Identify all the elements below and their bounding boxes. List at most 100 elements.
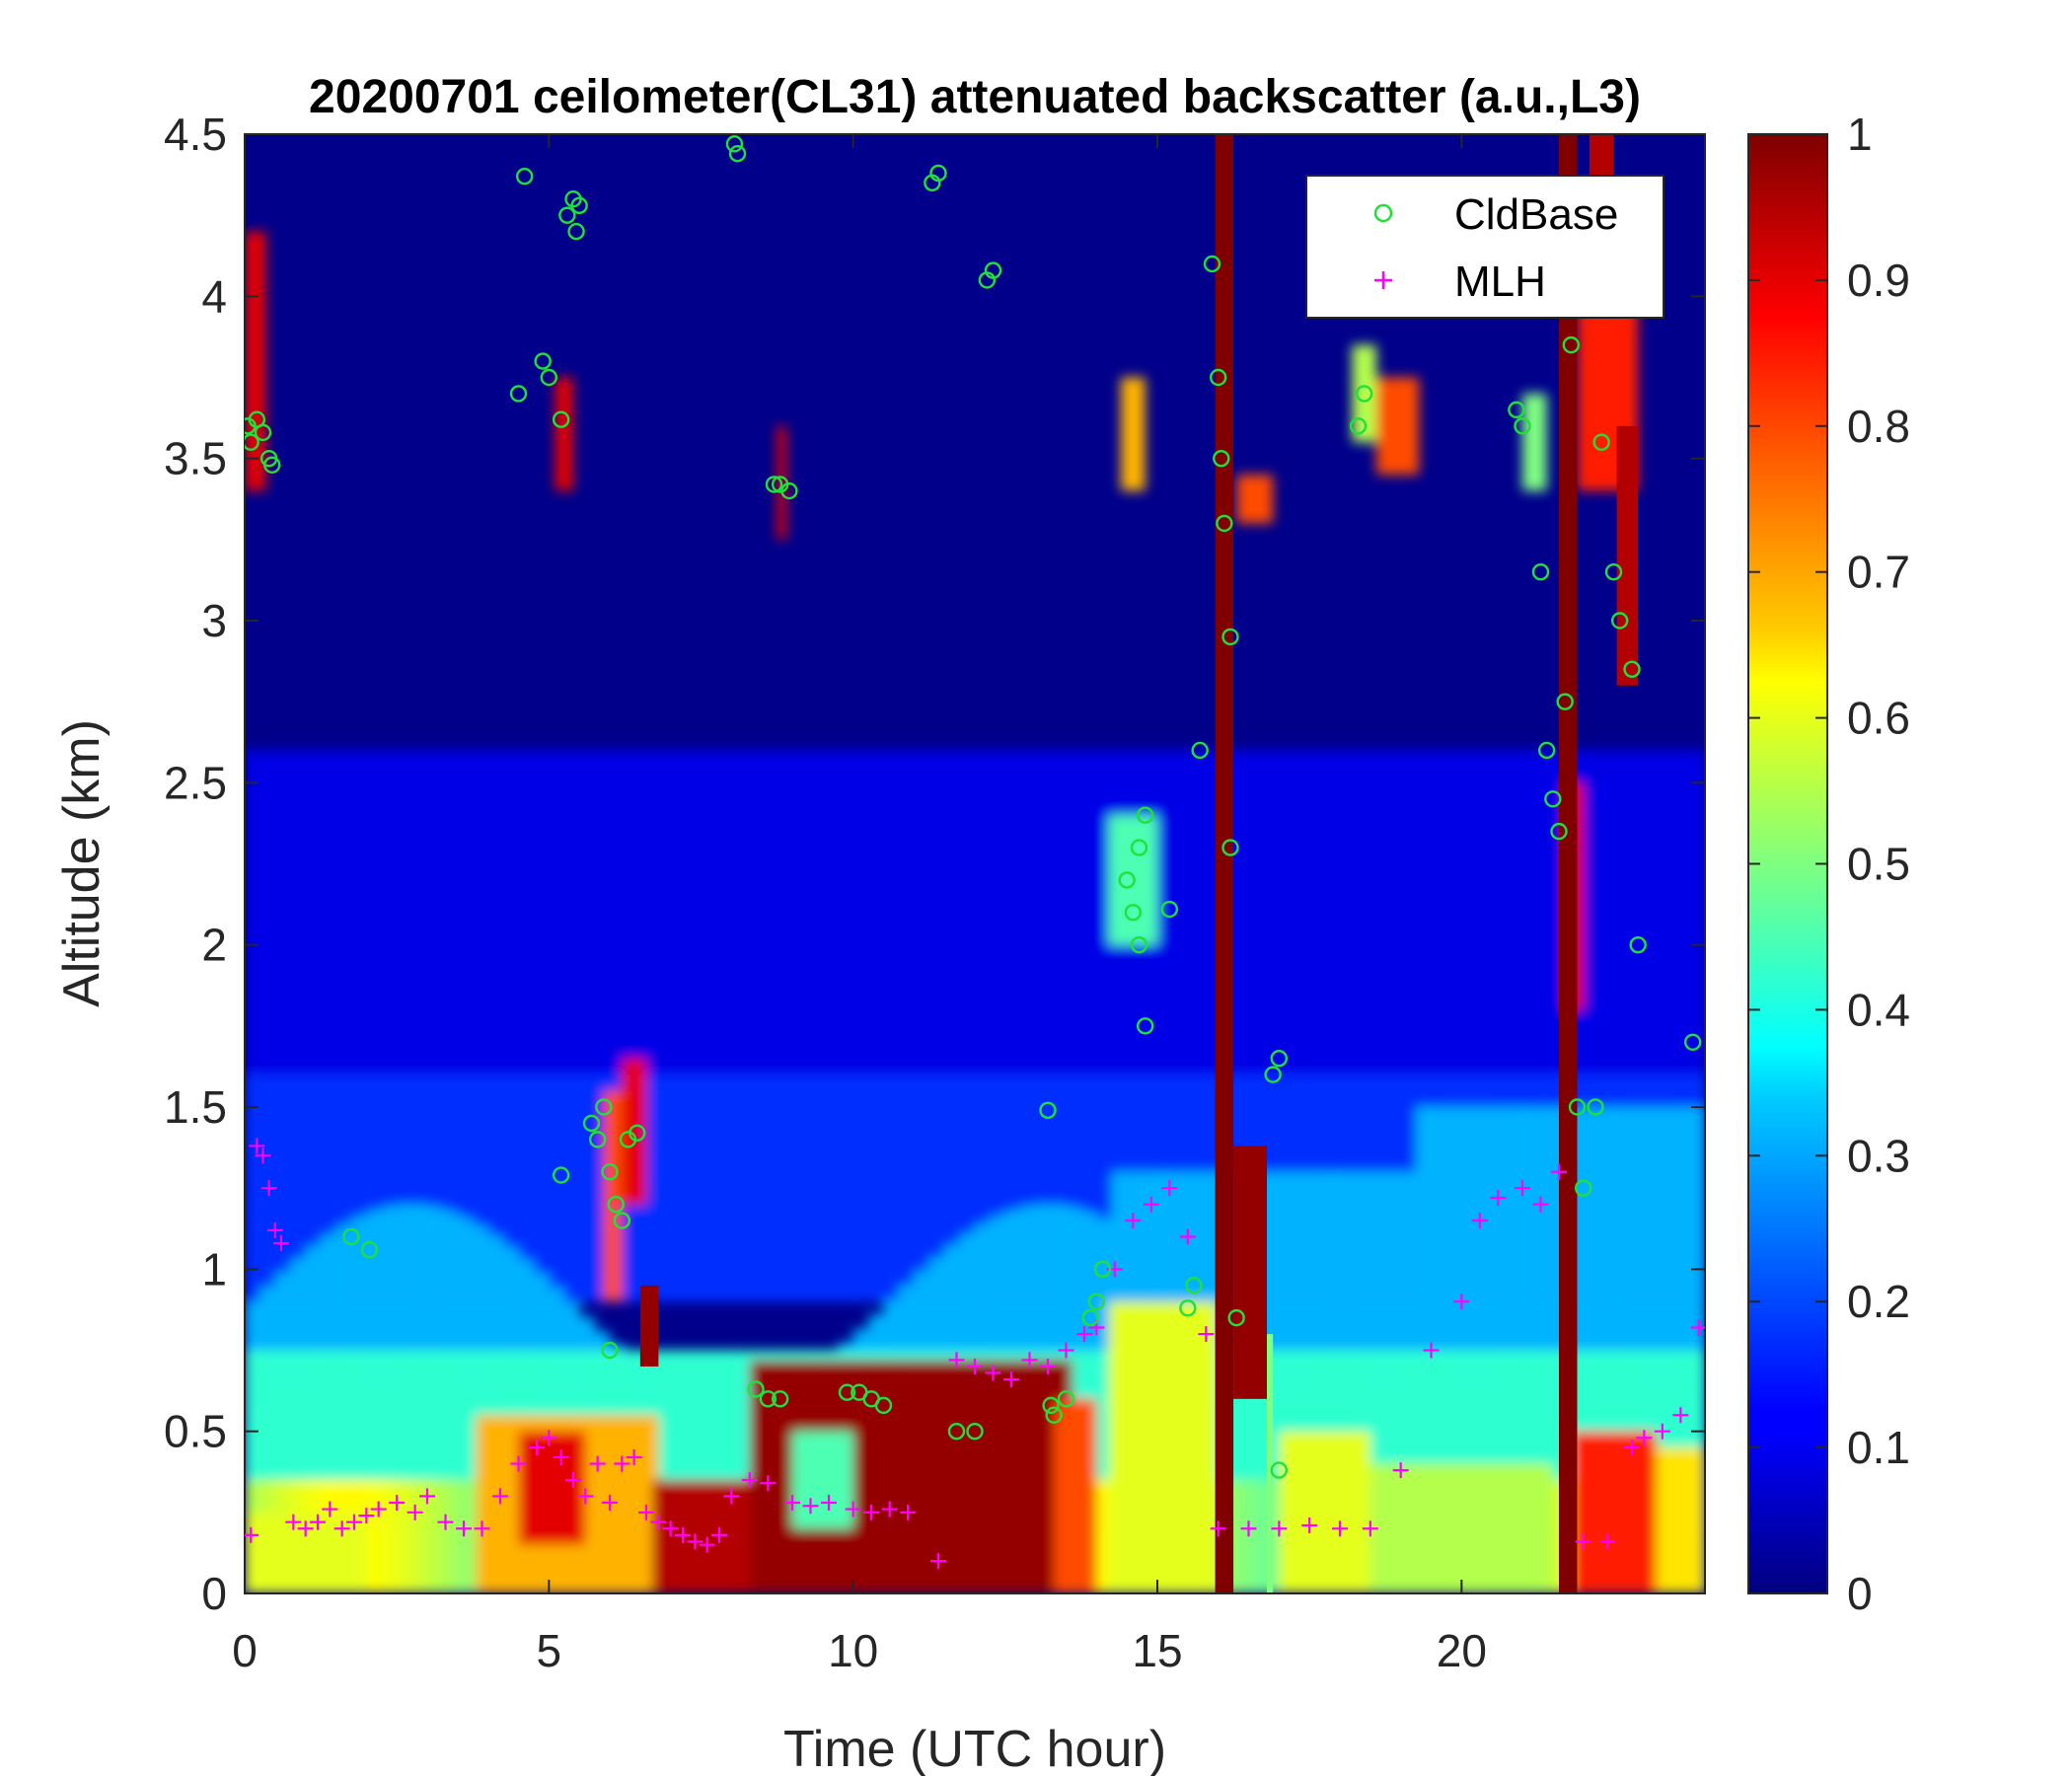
cldbase-point: [765, 476, 783, 493]
mlh-point: [389, 1494, 406, 1511]
heatmap-cell: [518, 1431, 586, 1545]
colorbar-tick-label: 0.7: [1847, 547, 1910, 598]
heatmap-cell: [670, 1074, 687, 1302]
colorbar-tick-label: 0: [1847, 1568, 1873, 1619]
heatmap-cell: [1644, 1107, 1661, 1399]
cldbase-point: [747, 1380, 765, 1398]
cldbase-series: [245, 135, 1702, 1479]
cldbase-point: [1124, 904, 1143, 922]
heatmap-cell: [868, 1074, 885, 1302]
mlh-point: [1271, 1520, 1288, 1537]
heatmap-cell: [1537, 1107, 1554, 1399]
mlh-point: [1654, 1423, 1670, 1440]
cldbase-point: [552, 410, 570, 428]
mlh-point: [260, 1180, 277, 1197]
mlh-point: [1490, 1190, 1507, 1207]
colorbar-tick-label: 0.4: [1847, 984, 1910, 1035]
cldbase-point: [1531, 563, 1550, 581]
mlh-point: [1301, 1517, 1318, 1533]
cldbase-point: [1349, 417, 1368, 435]
cldbase-point: [1160, 900, 1179, 919]
cldbase-point: [1604, 563, 1623, 581]
heatmap-cell: [1461, 1107, 1478, 1399]
cldbase-point: [1130, 935, 1148, 954]
y-tick-label: 1.5: [164, 1081, 227, 1133]
mlh-point: [273, 1235, 289, 1252]
cldbase-point: [567, 222, 585, 241]
cldbase-point: [1508, 401, 1525, 419]
mlh-point: [741, 1471, 758, 1488]
heatmap-cell: [1507, 1107, 1523, 1399]
heatmap-cell: [245, 1074, 261, 1302]
cldbase-point: [342, 1227, 360, 1246]
heatmap-cell: [381, 1479, 398, 1593]
y-tick-label: 0.5: [164, 1406, 227, 1457]
cldbase-point: [629, 1124, 646, 1142]
heatmap-cell: [655, 1074, 672, 1302]
mlh-point: [602, 1494, 618, 1511]
mlh-point: [650, 1514, 667, 1530]
heatmap-cell: [1583, 1107, 1599, 1399]
heatmap-cell: [1628, 1107, 1645, 1399]
mlh-point: [474, 1520, 490, 1537]
heatmap-column: [1215, 134, 1234, 1593]
cldbase-point: [534, 352, 552, 370]
colorbar-tick-label: 0.3: [1847, 1130, 1910, 1181]
cldbase-point: [1221, 839, 1239, 856]
heatmap-cell: [274, 1074, 291, 1302]
mlh-point: [662, 1520, 679, 1537]
cldbase-point: [558, 206, 576, 224]
cldbase-point: [984, 261, 1002, 279]
heatmap-cell: [1121, 377, 1146, 491]
mlh-point: [541, 1430, 557, 1446]
mlh-point: [1058, 1342, 1074, 1359]
mlh-point: [985, 1365, 1001, 1381]
mlh-point: [255, 1147, 271, 1164]
heatmap-cell: [1492, 1107, 1509, 1399]
heatmap-cell: [457, 1479, 474, 1593]
heatmap-cell: [1279, 1431, 1370, 1593]
mlh-point: [699, 1536, 715, 1553]
mlh-point: [1240, 1520, 1257, 1537]
y-axis: 0 0.5 1 1.5 2 2.5 3 3.5 4 4.5: [164, 109, 1705, 1619]
mlh-point: [711, 1526, 727, 1543]
mlh-point: [553, 1448, 569, 1465]
cldbase-point: [728, 145, 747, 163]
heatmap-cell: [603, 1090, 623, 1302]
mlh-point: [1003, 1371, 1019, 1388]
heatmap-column: [639, 1285, 659, 1367]
colorbar-ticks: 0 0.1 0.2 0.3 0.4 0.5 0.6 0.7 0.8 0.9 1: [1748, 109, 1910, 1619]
cldbase-point: [509, 385, 528, 403]
heatmap-cell: [914, 1074, 930, 1302]
heatmap-cell: [822, 1074, 839, 1302]
heatmap-cell: [838, 1074, 854, 1302]
cldbase-point: [1592, 433, 1610, 451]
heatmap-cell: [792, 1431, 853, 1529]
heatmap-cell: [366, 1479, 383, 1593]
y-tick-label: 3.5: [164, 433, 227, 484]
cldbase-point: [515, 168, 534, 185]
cldbase-point: [1514, 417, 1531, 435]
cldbase-point: [1537, 741, 1556, 760]
colorbar-gradient: [1747, 133, 1828, 1594]
heatmap-cell: [652, 1479, 750, 1593]
cldbase-point: [1057, 1390, 1075, 1408]
mlh-point: [626, 1448, 642, 1465]
y-tick-label: 3: [201, 595, 227, 646]
colorbar-tick-label: 1: [1847, 109, 1873, 160]
cldbase-point: [1039, 1101, 1057, 1119]
heatmap-cell: [1598, 1107, 1615, 1399]
heatmap-cell: [701, 1074, 717, 1302]
heatmap-cell: [1522, 1107, 1539, 1399]
mlh-point: [589, 1455, 606, 1472]
mlh-point: [333, 1520, 350, 1537]
cldbase-point: [607, 1195, 625, 1214]
mlh-point: [845, 1501, 861, 1517]
heatmap-cell: [1416, 1107, 1433, 1399]
mlh-point: [675, 1526, 691, 1543]
heatmap-column: [1267, 1334, 1274, 1593]
mlh-point: [1392, 1462, 1409, 1479]
cldbase-point: [1185, 1277, 1203, 1295]
heatmap-cell: [549, 1074, 565, 1302]
mlh-point: [358, 1508, 375, 1524]
